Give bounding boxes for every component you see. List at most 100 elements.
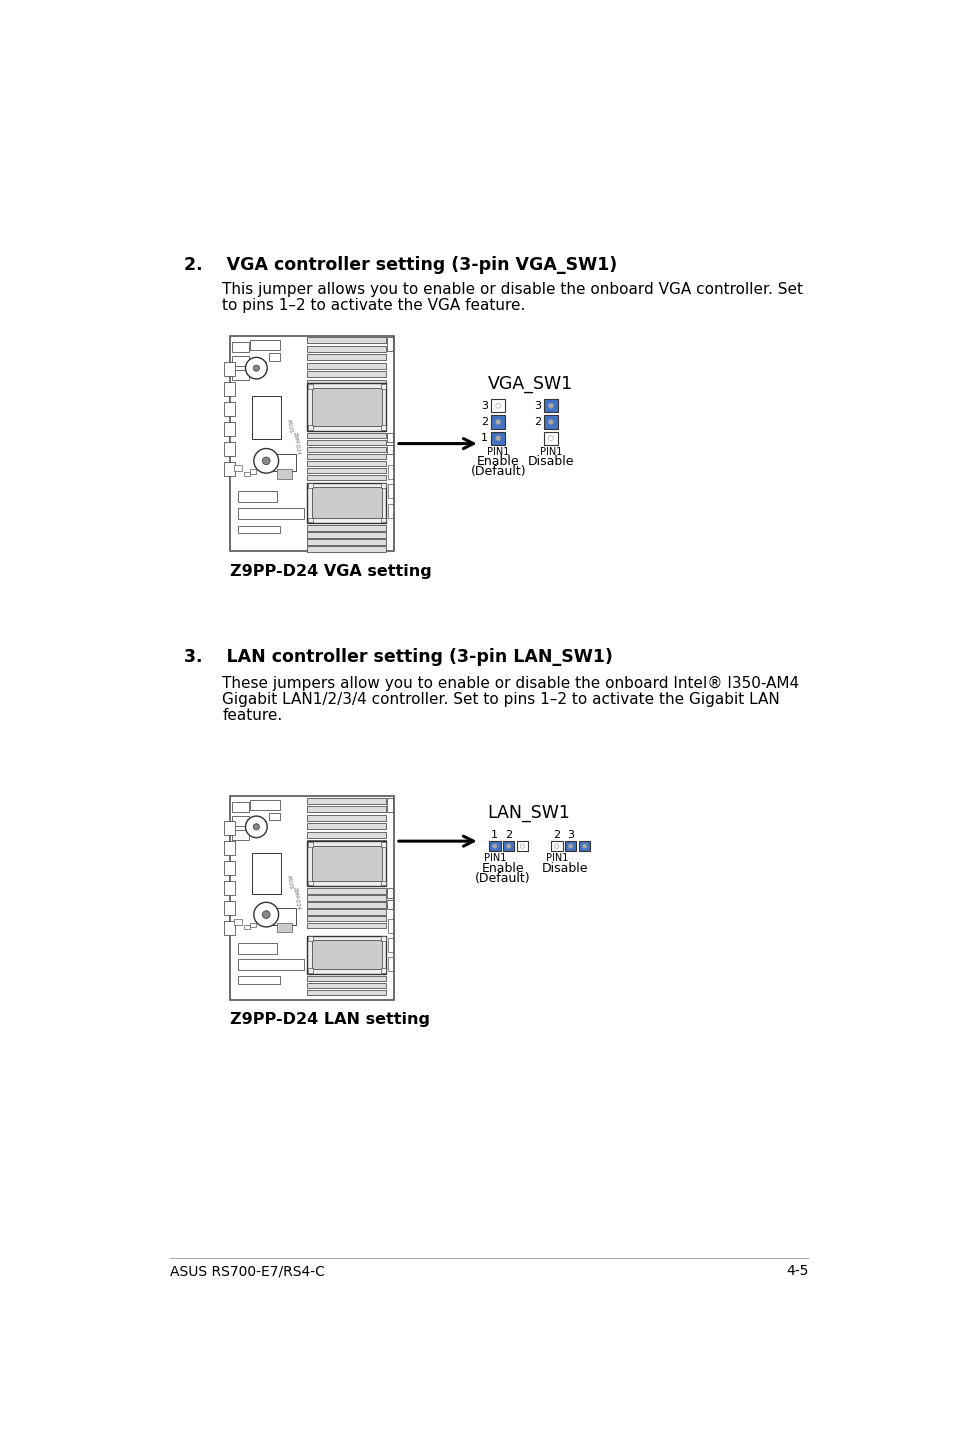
Bar xyxy=(491,431,505,444)
Bar xyxy=(224,920,234,935)
Bar xyxy=(491,400,505,413)
Text: Z9PP-D24: Z9PP-D24 xyxy=(291,431,300,456)
Text: ASUS RS700-E7/RS4-C: ASUS RS700-E7/RS4-C xyxy=(170,1264,324,1278)
Circle shape xyxy=(245,358,267,380)
Text: (Default): (Default) xyxy=(470,466,525,479)
Bar xyxy=(230,797,394,1001)
Bar xyxy=(307,384,386,430)
Bar xyxy=(307,902,386,907)
Bar xyxy=(517,841,528,851)
Text: Disable: Disable xyxy=(541,861,587,874)
Bar xyxy=(237,959,303,971)
Circle shape xyxy=(253,902,278,928)
Bar xyxy=(307,840,386,847)
Bar xyxy=(224,362,234,375)
Bar xyxy=(307,532,386,538)
Bar xyxy=(388,464,393,479)
Bar xyxy=(269,812,280,820)
Bar xyxy=(307,354,386,361)
Text: 3: 3 xyxy=(567,830,574,840)
Bar xyxy=(308,841,313,847)
Bar xyxy=(250,339,279,349)
Bar xyxy=(307,539,386,545)
Bar xyxy=(307,823,386,830)
Bar xyxy=(307,916,386,922)
Bar xyxy=(232,355,249,365)
Bar xyxy=(232,370,249,380)
Bar xyxy=(244,925,250,929)
Bar xyxy=(232,802,249,812)
Bar xyxy=(388,938,393,952)
Text: (Default): (Default) xyxy=(475,871,530,884)
Bar xyxy=(252,395,281,439)
Bar xyxy=(273,454,295,472)
Bar xyxy=(224,900,234,915)
Bar xyxy=(380,384,385,388)
Text: PIN1: PIN1 xyxy=(487,447,509,457)
Text: 3: 3 xyxy=(534,401,540,411)
Bar xyxy=(307,345,386,352)
Bar xyxy=(307,371,386,377)
Bar xyxy=(388,503,393,518)
Text: to pins 1–2 to activate the VGA feature.: to pins 1–2 to activate the VGA feature. xyxy=(222,298,525,313)
Bar xyxy=(386,900,393,909)
Bar xyxy=(502,841,514,851)
Bar xyxy=(250,469,255,475)
Text: Z9PP-D24 VGA setting: Z9PP-D24 VGA setting xyxy=(230,564,432,578)
Bar xyxy=(307,984,386,988)
Text: 2: 2 xyxy=(553,830,559,840)
Text: PIN1: PIN1 xyxy=(483,854,505,863)
Bar xyxy=(307,440,386,446)
Text: 4-5: 4-5 xyxy=(785,1264,807,1278)
Bar xyxy=(307,467,386,473)
Bar xyxy=(273,909,295,926)
Bar xyxy=(308,483,313,487)
Bar xyxy=(233,464,241,472)
Bar xyxy=(237,490,276,502)
Bar xyxy=(578,841,590,851)
Bar xyxy=(380,936,385,940)
Bar xyxy=(388,919,393,933)
Bar xyxy=(224,821,234,834)
Bar xyxy=(312,940,381,969)
Text: 2: 2 xyxy=(504,830,512,840)
Circle shape xyxy=(548,420,553,424)
Text: Gigabit LAN1/2/3/4 controller. Set to pins 1–2 to activate the Gigabit LAN: Gigabit LAN1/2/3/4 controller. Set to pi… xyxy=(222,692,780,707)
Bar xyxy=(252,853,281,894)
Text: feature.: feature. xyxy=(222,709,282,723)
Bar xyxy=(224,881,234,894)
Bar xyxy=(388,958,393,971)
Circle shape xyxy=(554,844,558,848)
Bar xyxy=(307,483,386,523)
Bar xyxy=(380,880,385,886)
Bar xyxy=(307,831,386,838)
Bar xyxy=(224,861,234,874)
Bar xyxy=(308,384,313,388)
Bar xyxy=(307,362,386,370)
Bar xyxy=(307,380,386,385)
Bar xyxy=(388,485,393,499)
Bar xyxy=(224,462,234,476)
Bar xyxy=(307,889,386,894)
Bar xyxy=(233,919,241,925)
Circle shape xyxy=(262,910,270,919)
Bar xyxy=(224,381,234,395)
Bar xyxy=(307,454,386,459)
Bar xyxy=(307,460,386,466)
Bar xyxy=(307,798,386,804)
Circle shape xyxy=(253,824,259,830)
Bar xyxy=(307,525,386,531)
Text: 2.    VGA controller setting (3-pin VGA_SW1): 2. VGA controller setting (3-pin VGA_SW1… xyxy=(183,256,617,273)
Bar xyxy=(250,923,255,928)
Bar xyxy=(237,508,303,519)
Text: PIN1: PIN1 xyxy=(539,447,561,457)
Circle shape xyxy=(548,403,553,408)
Bar xyxy=(307,815,386,821)
Circle shape xyxy=(548,436,553,440)
Bar xyxy=(269,354,280,361)
Bar xyxy=(276,469,292,479)
Bar xyxy=(308,426,313,430)
Circle shape xyxy=(506,844,510,848)
Bar xyxy=(386,798,393,811)
Bar xyxy=(386,338,393,351)
